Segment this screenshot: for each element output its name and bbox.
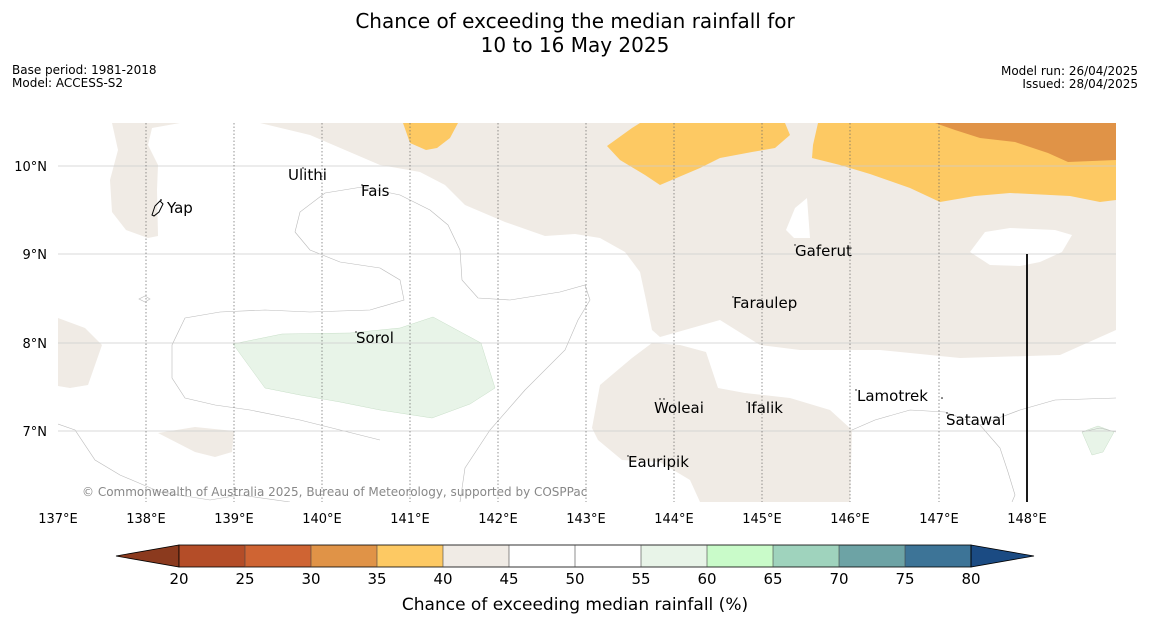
colorbar-segment <box>839 545 905 567</box>
lon-tick-label: 147°E <box>919 512 959 527</box>
copyright-text: © Commonwealth of Australia 2025, Bureau… <box>82 485 587 499</box>
colorbar-segment <box>905 545 971 567</box>
lon-tick-label: 137°E <box>38 512 78 527</box>
colorbar-tick-label: 80 <box>961 570 980 588</box>
colorbar-segment <box>377 545 443 567</box>
colorbar-segment <box>245 545 311 567</box>
lat-tick-label: 10°N <box>14 160 47 175</box>
colorbar-tick-label: 60 <box>697 570 716 588</box>
place-label-eauripik: Eauripik <box>628 453 689 471</box>
colorbar-tick-label: 55 <box>631 570 650 588</box>
colorbar-tick-label: 25 <box>235 570 254 588</box>
colorbar-tick-label: 35 <box>367 570 386 588</box>
colorbar-segment <box>509 545 575 567</box>
issued-text: Issued: 28/04/2025 <box>1022 77 1138 91</box>
lon-tick-labels: 137°E 138°E 139°E 140°E 141°E 142°E 143°… <box>38 512 1047 527</box>
colorbar-segment <box>575 545 641 567</box>
place-label-yap: Yap <box>166 199 193 217</box>
place-label-faraulep: Faraulep <box>733 294 797 312</box>
colorbar-tick-label: 70 <box>829 570 848 588</box>
colorbar-extend-low <box>115 544 180 568</box>
colorbar-dividers <box>244 545 906 567</box>
meta-right: Model run: 26/04/2025 Issued: 28/04/2025 <box>1001 65 1138 91</box>
place-label-fais: Fais <box>361 182 390 200</box>
yap-island-shape <box>151 200 164 217</box>
lat-tick-labels: 10°N 9°N 8°N 7°N <box>14 160 47 440</box>
lon-tick-label: 143°E <box>566 512 606 527</box>
colorbar-tick-label: 20 <box>169 570 188 588</box>
island-dots <box>160 167 948 457</box>
colorbar-segment <box>443 545 509 567</box>
place-label-gaferut: Gaferut <box>795 242 852 260</box>
colorbar-segment <box>311 545 377 567</box>
colorbar-extend-high <box>970 544 1035 568</box>
colorbar-tick-label: 75 <box>895 570 914 588</box>
colorbar-label: Chance of exceeding median rainfall (%) <box>402 595 748 615</box>
lon-tick-label: 146°E <box>830 512 870 527</box>
place-label-satawal: Satawal <box>946 411 1005 429</box>
lon-tick-label: 141°E <box>390 512 430 527</box>
colorbar-tick-label: 45 <box>499 570 518 588</box>
lon-tick-label: 148°E <box>1007 512 1047 527</box>
lon-tick-label: 139°E <box>214 512 254 527</box>
meta-left: Base period: 1981-2018 Model: ACCESS-S2 <box>12 64 157 90</box>
model-run-text: Model run: 26/04/2025 <box>1000 64 1138 78</box>
lon-tick-label: 144°E <box>654 512 694 527</box>
chart-title-line1: Chance of exceeding the median rainfall … <box>355 9 795 33</box>
base-period-text: Base period: 1981-2018 <box>12 63 157 77</box>
thin-contours <box>58 186 1116 502</box>
map-area: Yap Ulithi Fais Gaferut Faraulep Sorol L… <box>58 123 1116 502</box>
lon-tick-label: 138°E <box>126 512 166 527</box>
contour-holes <box>207 143 1072 266</box>
contour-30-35 <box>935 123 1116 162</box>
chart-title-line2: 10 to 16 May 2025 <box>480 33 670 57</box>
place-label-sorol: Sorol <box>356 329 394 347</box>
lat-tick-label: 7°N <box>23 425 48 440</box>
lat-tick-label: 8°N <box>23 337 48 352</box>
lon-tick-label: 145°E <box>742 512 782 527</box>
model-text: Model: ACCESS-S2 <box>12 76 124 90</box>
colorbar-tick-label: 30 <box>301 570 320 588</box>
place-label-ifalik: Ifalik <box>747 399 783 417</box>
lon-tick-label: 142°E <box>478 512 518 527</box>
colorbar-tick-label: 65 <box>763 570 782 588</box>
place-label-ulithi: Ulithi <box>288 166 327 184</box>
lon-tick-label: 140°E <box>302 512 342 527</box>
colorbar-tick-label: 50 <box>565 570 584 588</box>
colorbar-segment <box>179 545 245 567</box>
place-label-lamotrek: Lamotrek <box>857 387 928 405</box>
colorbar-segment <box>707 545 773 567</box>
colorbar-tick-label: 40 <box>433 570 452 588</box>
place-labels: Yap Ulithi Fais Gaferut Faraulep Sorol L… <box>166 166 1005 471</box>
colorbar <box>115 544 1035 568</box>
contour-55-60 <box>232 316 1115 456</box>
colorbar-segment <box>641 545 707 567</box>
colorbar-ticks: 20 25 30 35 40 45 50 55 60 65 70 75 80 <box>169 570 980 588</box>
colorbar-segment <box>773 545 839 567</box>
lat-tick-label: 9°N <box>23 248 48 263</box>
place-label-woleai: Woleai <box>654 399 704 417</box>
gridlines <box>58 123 1116 502</box>
